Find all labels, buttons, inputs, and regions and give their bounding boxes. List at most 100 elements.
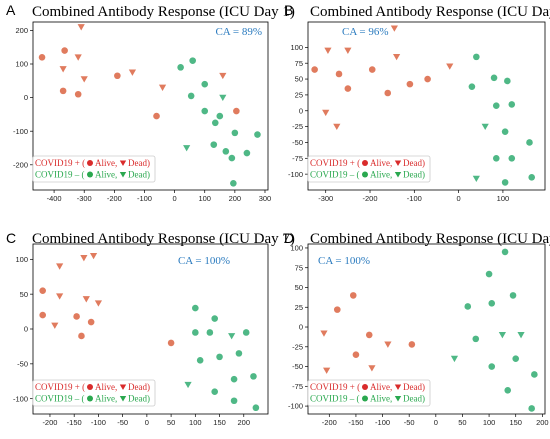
y-tick-label: 50: [295, 75, 303, 84]
legend-dead-marker: [394, 395, 402, 402]
data-point-neg-alive: [468, 83, 476, 90]
data-point-neg-dead: [219, 94, 227, 102]
data-point-pos-dead: [323, 367, 331, 374]
data-point-pos-alive: [368, 66, 376, 73]
data-point-pos-dead: [392, 53, 401, 61]
data-point-pos-alive: [352, 351, 360, 358]
data-point-neg-alive: [504, 386, 512, 394]
data-point-pos-dead: [80, 255, 88, 262]
data-point-pos-dead: [80, 76, 88, 83]
y-tick-label: 200: [15, 26, 28, 35]
y-tick-label: 100: [290, 43, 303, 52]
y-tick-label: 25: [295, 303, 303, 312]
x-tick-label: 0: [145, 418, 149, 427]
data-point-pos-alive: [233, 107, 240, 115]
panel-a: A Combined Antibody Response (ICU Day 1) -…: [6, 2, 295, 203]
data-point-pos-alive: [78, 332, 85, 340]
legend-dead-marker: [119, 395, 127, 402]
data-point-neg-alive: [501, 179, 509, 186]
data-point-pos-dead: [56, 293, 64, 300]
legend-alive-label: Alive,: [370, 394, 392, 404]
data-point-neg-alive: [211, 119, 219, 127]
legend-dead-marker: [394, 171, 402, 178]
classification-accuracy-label: CA = 100%: [318, 255, 370, 267]
x-tick-label: -100: [375, 418, 390, 427]
data-point-neg-alive: [509, 292, 517, 299]
data-point-pos-dead: [324, 47, 332, 54]
legend-dead-label: Dead): [403, 382, 425, 392]
data-point-neg-alive: [206, 329, 214, 336]
y-tick-label: 0: [299, 323, 303, 332]
y-tick-label: -100: [13, 127, 28, 136]
data-point-neg-alive: [222, 148, 230, 155]
data-point-neg-alive: [187, 92, 195, 100]
y-tick-label: 50: [295, 283, 303, 292]
y-tick-label: 75: [295, 263, 303, 272]
x-tick-label: 50: [458, 418, 466, 427]
legend: COVID19 + (Alive, Dead) COVID19 – (Alive, D…: [32, 155, 156, 183]
classification-accuracy-label: CA = 100%: [178, 255, 230, 267]
x-tick-label: -50: [404, 418, 415, 427]
data-point-neg-alive: [201, 80, 209, 88]
legend-dead-label: Dead): [128, 394, 150, 404]
legend-dead-marker: [394, 384, 402, 391]
legend-alive-marker: [362, 384, 368, 390]
x-tick-label: 150: [509, 418, 522, 427]
x-tick-label: 200: [536, 418, 549, 427]
data-point-neg-alive: [250, 373, 257, 380]
data-point-neg-alive: [531, 371, 538, 378]
data-point-neg-alive: [216, 112, 224, 120]
legend-dead-label: Dead): [128, 382, 150, 392]
legend-label-pos: COVID19 + (: [35, 382, 85, 392]
data-point-pos-alive: [333, 306, 341, 313]
data-point-neg-dead: [228, 333, 236, 340]
data-point-neg-alive: [230, 397, 238, 405]
y-tick-label: 100: [290, 244, 303, 253]
legend-alive-label: Alive,: [370, 382, 392, 392]
data-point-neg-alive: [254, 131, 261, 138]
x-tick-label: 100: [483, 418, 496, 427]
x-tick-label: -300: [77, 194, 92, 203]
x-tick-label: 0: [434, 418, 438, 427]
x-tick-label: 300: [259, 194, 272, 203]
legend-alive-marker: [87, 171, 93, 178]
data-point-neg-alive: [488, 363, 496, 370]
y-tick-label: -100: [13, 394, 28, 403]
x-tick-label: 0: [173, 194, 177, 203]
y-tick-label: -25: [292, 342, 303, 351]
data-point-neg-alive: [464, 303, 472, 310]
panel-letter: A: [6, 2, 16, 18]
data-point-pos-dead: [51, 322, 59, 329]
data-point-neg-alive: [512, 355, 520, 362]
data-point-pos-alive: [365, 331, 373, 339]
legend-label-neg: COVID19 – (: [35, 394, 85, 404]
data-point-pos-alive: [406, 80, 414, 88]
data-point-neg-dead: [517, 332, 525, 339]
legend: COVID19 + (Alive, Dead) COVID19 – (Alive, D…: [307, 155, 431, 183]
x-tick-label: 150: [213, 418, 226, 427]
data-point-neg-dead: [184, 381, 192, 389]
data-point-pos-alive: [384, 89, 392, 97]
data-point-pos-alive: [167, 339, 175, 347]
data-point-pos-dead: [158, 84, 167, 91]
data-point-pos-alive: [349, 292, 357, 299]
data-point-neg-alive: [196, 357, 204, 364]
x-tick-label: -100: [137, 194, 152, 203]
data-point-neg-dead: [498, 332, 506, 339]
data-point-pos-dead: [59, 66, 67, 73]
data-point-neg-alive: [490, 74, 498, 82]
y-tick-label: 100: [15, 60, 28, 69]
y-tick-label: 0: [24, 93, 28, 102]
x-tick-label: -200: [107, 194, 122, 203]
data-point-pos-dead: [322, 109, 330, 117]
x-tick-label: -150: [348, 418, 363, 427]
data-point-neg-alive: [504, 77, 511, 85]
panel-title: Combined Antibody Response (ICU Day 10): [310, 231, 550, 247]
panel-title: Combined Antibody Response (ICU Day 3): [310, 4, 550, 20]
plot-frame: [307, 243, 546, 415]
data-point-pos-dead: [320, 330, 328, 337]
data-point-neg-alive: [192, 304, 199, 312]
data-point-pos-dead: [219, 72, 227, 80]
y-tick-label: -75: [292, 154, 303, 163]
